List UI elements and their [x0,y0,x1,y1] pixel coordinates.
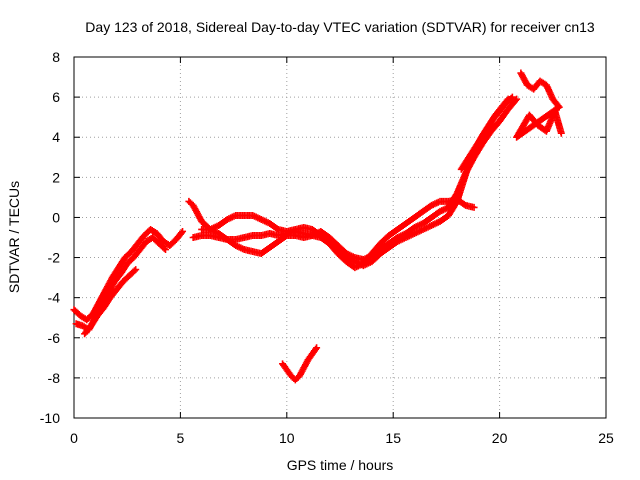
data-point [160,244,168,252]
plot-frame [73,56,607,419]
x-tick-label: 5 [177,430,185,446]
y-axis-label: SDTVAR / TECUs [6,181,22,293]
x-tick-label: 0 [70,430,78,446]
data-point [513,95,521,103]
y-tick-label: 8 [52,49,60,65]
x-axis-ticks: 0 5 10 15 20 25 [70,57,614,446]
y-tick-label: 6 [52,89,60,105]
data-point [557,129,565,137]
y-tick-label: -2 [48,250,61,266]
y-tick-label: -6 [48,330,61,346]
y-tick-label: 0 [52,209,60,225]
data-point [312,345,320,353]
x-tick-label: 25 [598,430,614,446]
data-point [512,96,520,104]
data-point [508,93,516,101]
grid [74,57,606,418]
x-tick-label: 10 [279,430,295,446]
y-tick-label: 2 [52,169,60,185]
y-tick-label: -8 [48,370,61,386]
data-point [507,94,515,102]
x-tick-label: 20 [492,430,508,446]
y-tick-label: -10 [40,410,60,426]
x-tick-label: 15 [385,430,401,446]
data-point [470,203,478,211]
y-axis-ticks: -10 -8 -6 -4 -2 0 2 4 6 8 [40,49,606,426]
chart-title: Day 123 of 2018, Sidereal Day-to-day VTE… [85,19,595,35]
data-point [177,229,185,237]
x-axis-label: GPS time / hours [287,457,394,473]
data-point [130,267,138,275]
y-tick-label: 4 [52,129,60,145]
data-point [132,266,140,274]
data-point [162,246,170,254]
data-points [70,69,565,384]
y-tick-label: -4 [48,290,61,306]
data-point [179,227,187,235]
data-point [313,344,321,352]
